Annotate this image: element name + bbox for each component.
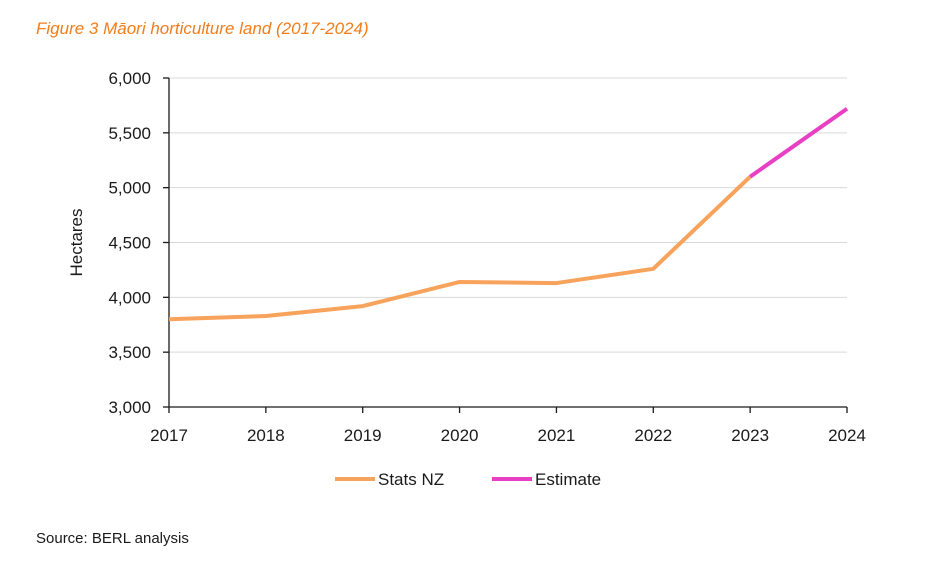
legend: Stats NZ Estimate bbox=[335, 470, 601, 489]
x-tick-label-2: 2019 bbox=[344, 426, 382, 445]
y-axis-title: Hectares bbox=[67, 208, 86, 276]
x-tick-label-6: 2023 bbox=[731, 426, 769, 445]
x-tick-label-3: 2020 bbox=[441, 426, 479, 445]
y-tick-label-1: 3,500 bbox=[108, 343, 151, 362]
x-tick-label-5: 2022 bbox=[634, 426, 672, 445]
y-tick-label-0: 3,000 bbox=[108, 398, 151, 417]
y-tick-label-6: 6,000 bbox=[108, 69, 151, 88]
y-tick-label-5: 5,500 bbox=[108, 124, 151, 143]
y-axis-ticks: 3,000 3,500 4,000 4,500 5,000 5,500 6,000 bbox=[108, 69, 169, 417]
y-tick-label-3: 4,500 bbox=[108, 234, 151, 253]
figure-title: Figure 3 Māori horticulture land (2017-2… bbox=[36, 19, 369, 38]
gridlines bbox=[169, 77, 847, 353]
x-tick-label-0: 2017 bbox=[150, 426, 188, 445]
series-line-estimate bbox=[748, 107, 849, 179]
legend-label-0: Stats NZ bbox=[378, 470, 444, 489]
y-tick-label-4: 5,000 bbox=[108, 179, 151, 198]
series-lines bbox=[168, 107, 849, 322]
y-tick-label-2: 4,000 bbox=[108, 288, 151, 307]
series-line-stats-nz bbox=[168, 175, 752, 322]
x-tick-label-1: 2018 bbox=[247, 426, 285, 445]
legend-label-1: Estimate bbox=[535, 470, 601, 489]
x-tick-label-4: 2021 bbox=[538, 426, 576, 445]
x-tick-label-7: 2024 bbox=[828, 426, 866, 445]
source-note: Source: BERL analysis bbox=[36, 530, 189, 547]
x-axis-ticks: 2017 2018 2019 2020 2021 2022 2023 2024 bbox=[150, 407, 866, 445]
